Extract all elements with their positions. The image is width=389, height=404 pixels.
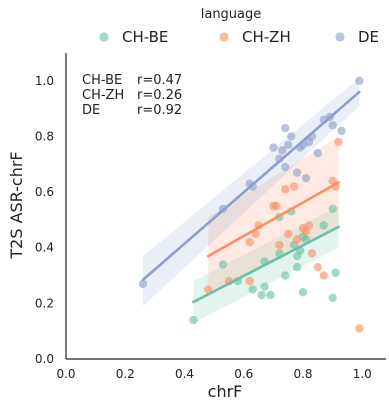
point-ch-zh-9 [289, 182, 299, 191]
point-ch-be-16 [298, 288, 308, 297]
point-de-8 [281, 123, 290, 133]
regression-lines [141, 90, 361, 304]
fit-line-ch-zh [206, 181, 340, 258]
point-de-0 [138, 279, 148, 289]
legend: language CH-BE CH-ZH DE [99, 7, 379, 46]
point-ch-be-13 [292, 263, 302, 272]
point-ch-zh-18 [334, 137, 343, 147]
x-tick-label: 0.6 [234, 367, 253, 381]
point-ch-zh-12 [304, 221, 314, 230]
legend-title: language [201, 7, 262, 22]
y-tick-label: 0.0 [35, 352, 54, 366]
point-de-17 [313, 148, 323, 158]
point-de-20 [328, 121, 337, 130]
point-ch-zh-2 [245, 237, 254, 247]
point-ch-be-2 [248, 285, 257, 294]
ci-band-de [143, 78, 360, 307]
point-ch-zh-22 [292, 235, 302, 244]
x-tick-label: 0.8 [293, 367, 312, 381]
legend-marker-de [335, 32, 345, 42]
point-de-14 [301, 173, 311, 183]
y-tick-label: 1.0 [35, 74, 54, 88]
x-tick-label: 0.0 [56, 367, 75, 381]
point-ch-be-19 [328, 204, 337, 213]
legend-label-de: DE [358, 28, 379, 46]
point-ch-be-21 [331, 268, 340, 277]
point-ch-zh-7 [281, 185, 290, 194]
point-de-7 [281, 162, 290, 172]
point-de-21 [337, 126, 346, 136]
y-tick-label: 0.4 [35, 241, 54, 255]
x-tick-label: 1.0 [353, 367, 372, 381]
point-ch-zh-19 [355, 324, 364, 333]
annotation-value: r=0.47 [137, 73, 182, 88]
fit-line-ch-be [192, 225, 340, 304]
y-tick-label: 0.2 [35, 296, 54, 310]
y-axis-title: T2S ASR-chrF [7, 151, 26, 259]
legend-entry-de: DE [335, 28, 379, 46]
annotation-label: CH-BE [82, 73, 122, 88]
point-de-6 [278, 146, 287, 155]
legend-entry-ch-be: CH-BE [99, 28, 168, 46]
point-de-4 [269, 143, 278, 152]
point-ch-be-9 [281, 271, 290, 280]
point-ch-zh-20 [245, 276, 254, 286]
point-ch-be-20 [328, 293, 337, 302]
point-ch-be-0 [189, 315, 198, 325]
y-tick-label: 0.8 [35, 129, 54, 143]
annotation-label: CH-ZH [82, 88, 124, 103]
point-ch-be-3 [257, 290, 266, 300]
point-ch-be-5 [260, 282, 269, 291]
point-ch-be-22 [218, 260, 228, 269]
annotation-value: r=0.26 [137, 88, 182, 103]
legend-marker-ch-zh [219, 32, 229, 42]
point-ch-zh-15 [319, 271, 328, 280]
point-ch-zh-13 [307, 249, 317, 258]
point-de-11 [292, 168, 302, 177]
x-tick-label: 0.2 [116, 367, 135, 381]
annotation-label: DE [82, 103, 100, 118]
point-ch-zh-6 [275, 240, 284, 250]
legend-marker-ch-be [99, 32, 109, 42]
point-ch-zh-14 [313, 263, 323, 272]
point-ch-be-6 [266, 290, 275, 300]
point-de-22 [355, 76, 364, 86]
annotation-value: r=0.92 [137, 103, 182, 118]
point-ch-zh-8 [284, 229, 293, 239]
legend-label-ch-be: CH-BE [122, 28, 168, 46]
x-tick-label: 0.4 [175, 367, 194, 381]
x-axis-title: chrF [208, 382, 243, 401]
point-ch-zh-21 [269, 201, 278, 211]
legend-label-ch-zh: CH-ZH [242, 28, 291, 46]
legend-entry-ch-zh: CH-ZH [219, 28, 291, 46]
fit-line-de [141, 90, 361, 282]
point-de-10 [286, 132, 296, 141]
point-de-9 [284, 140, 293, 149]
y-tick-label: 0.6 [35, 185, 54, 199]
correlation-annotations: CH-BE r=0.47 CH-ZH r=0.26 DE r=0.92 [82, 73, 182, 118]
point-ch-be-18 [319, 221, 328, 230]
axes: 0.0 0.2 0.4 0.6 0.8 1.0 0.0 0.2 0.4 0.6 0.8 1.0 [35, 53, 386, 381]
point-ch-zh-0 [204, 285, 213, 294]
